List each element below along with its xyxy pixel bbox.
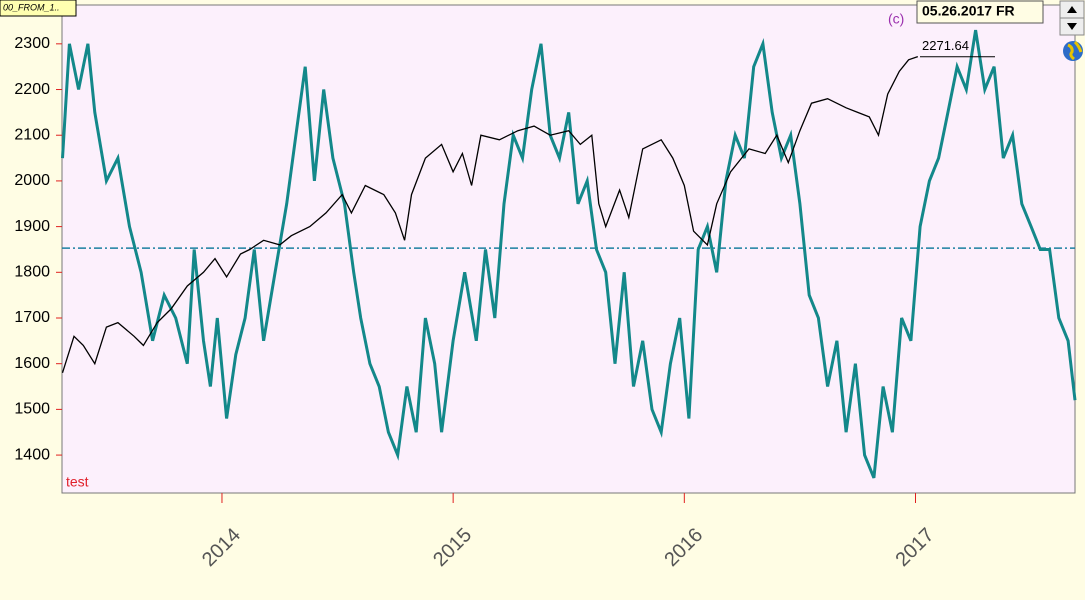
y-tick-label: 1500 — [14, 401, 50, 418]
x-tick-label: 2014 — [198, 524, 245, 571]
copyright: (c) — [888, 11, 904, 27]
y-tick-label: 1700 — [14, 309, 50, 326]
x-tick-label: 2017 — [891, 524, 938, 571]
x-tick-label: 2015 — [429, 524, 476, 571]
arrow-up — [1067, 6, 1077, 13]
last-value-label: 2271.64 — [922, 38, 969, 53]
series-line — [61, 55, 919, 373]
y-tick-label: 2000 — [14, 172, 50, 189]
globe-land — [1067, 40, 1083, 61]
tab[interactable] — [0, 0, 77, 17]
y-tick-label: 2300 — [14, 35, 50, 52]
tab-label: 00_FROM_1.. — [3, 2, 60, 12]
y-tick-label: 1400 — [14, 446, 50, 463]
plot-area — [61, 4, 1076, 494]
series-line — [61, 29, 1077, 479]
arrow-down — [1067, 23, 1077, 30]
date-box — [916, 0, 1044, 24]
y-tick-label: 1900 — [14, 218, 50, 235]
indicator-label: test — [66, 474, 89, 490]
y-tick-label: 1800 — [14, 264, 50, 281]
y-tick-label: 2100 — [14, 126, 50, 143]
y-tick-label: 1600 — [14, 355, 50, 372]
date-label: 05.26.2017 FR — [922, 3, 1015, 19]
x-tick-label: 2016 — [660, 524, 707, 571]
y-tick-label: 2200 — [14, 81, 50, 98]
